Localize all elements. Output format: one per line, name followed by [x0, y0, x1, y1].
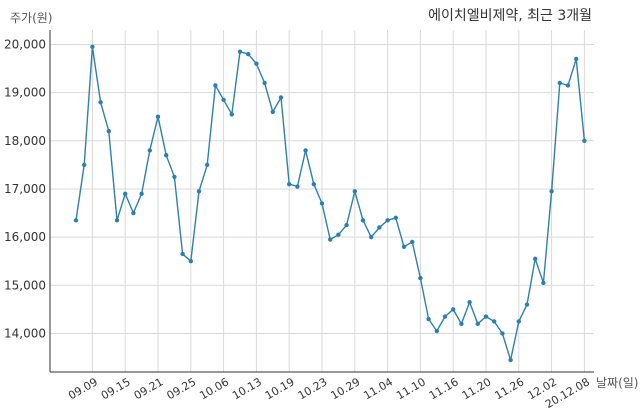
grid-layer: [50, 30, 594, 372]
data-point: [549, 189, 554, 194]
y-tick-label: 18,000: [4, 134, 46, 148]
data-point: [221, 97, 226, 103]
x-tick-label: 11.20: [460, 375, 494, 402]
data-point: [319, 201, 325, 206]
data-point: [582, 138, 587, 143]
data-point: [483, 314, 489, 319]
x-tick-label: 11.16: [427, 375, 461, 402]
x-axis-title: 날짜(일): [596, 376, 638, 390]
data-point: [73, 218, 79, 223]
x-tick-label: 10.29: [329, 375, 363, 402]
y-tick-label: 19,000: [4, 86, 46, 100]
data-point: [90, 44, 95, 50]
data-point: [278, 95, 284, 100]
data-point: [459, 321, 464, 327]
data-point: [155, 114, 161, 119]
data-point: [516, 319, 521, 324]
y-tick-label: 16,000: [4, 230, 46, 244]
data-point: [303, 148, 308, 153]
data-point: [229, 112, 234, 117]
y-tick-label: 17,000: [4, 182, 46, 196]
data-point: [139, 191, 144, 196]
y-tick-labels: 14,000 15,000 16,000 17,000 18,000 19,000 20,0…: [4, 37, 46, 340]
data-point: [295, 184, 300, 189]
data-point: [147, 148, 152, 153]
data-point: [426, 316, 431, 322]
y-tick-label: 14,000: [4, 326, 46, 340]
x-tick-label: 11.26: [493, 375, 527, 402]
data-point: [123, 191, 128, 196]
data-point: [262, 80, 267, 86]
data-point: [270, 109, 275, 115]
data-point: [188, 259, 193, 264]
data-point: [237, 49, 243, 54]
data-point: [328, 237, 333, 242]
data-point: [475, 321, 480, 327]
data-point: [377, 225, 382, 230]
x-tick-label: 10.23: [296, 375, 330, 402]
y-tick-label: 15,000: [4, 278, 46, 292]
data-point: [114, 218, 120, 223]
price-points: [73, 44, 587, 363]
data-point: [98, 100, 103, 105]
data-point: [254, 61, 259, 66]
data-point: [565, 83, 571, 88]
data-point: [385, 218, 390, 223]
x-tick-label: 11.10: [394, 375, 428, 402]
y-axis-title: 주가(원): [10, 11, 52, 25]
y-tick-label: 20,000: [4, 37, 46, 51]
data-point: [246, 51, 251, 57]
data-point: [533, 256, 538, 262]
data-point: [500, 331, 505, 336]
price-series: [75, 46, 586, 363]
x-tick-label: 10.19: [263, 375, 297, 402]
axes-layer: [49, 30, 594, 373]
data-point: [360, 218, 366, 223]
data-point: [541, 280, 546, 286]
data-point: [524, 302, 530, 307]
x-tick-label: 09.21: [132, 375, 166, 402]
data-point: [508, 357, 513, 363]
data-point: [467, 299, 472, 305]
x-tick-label: 09.15: [99, 375, 133, 402]
data-point: [213, 83, 218, 88]
data-point: [311, 181, 316, 187]
data-point: [492, 319, 497, 324]
data-point: [164, 153, 169, 158]
data-point: [205, 162, 210, 168]
x-tick-label: 10.13: [230, 375, 264, 402]
x-tick-label: 10.06: [197, 375, 231, 402]
data-point: [106, 128, 112, 134]
data-point: [401, 244, 407, 249]
data-point: [287, 181, 292, 187]
data-point: [574, 56, 579, 62]
price-line: [75, 46, 586, 363]
data-point: [393, 215, 398, 221]
data-point: [557, 80, 562, 86]
data-point: [172, 174, 177, 180]
data-point: [131, 210, 136, 216]
x-tick-label: 09.09: [66, 375, 100, 402]
data-point: [352, 189, 357, 194]
data-point: [336, 232, 341, 237]
chart-title: 에이치엘비제약, 최근 3개월: [428, 8, 592, 24]
x-tick-labels: 09.09 09.15 09.21 09.25 10.06 10.13 10.19 10.23…: [66, 375, 592, 411]
x-tick-label: 11.04: [361, 375, 395, 402]
data-point: [180, 251, 185, 257]
data-point: [451, 307, 456, 312]
x-tick-label: 09.25: [165, 375, 199, 402]
data-point: [434, 328, 439, 334]
data-point: [344, 222, 349, 228]
data-point: [82, 162, 87, 168]
data-point: [369, 234, 374, 240]
data-point: [410, 239, 415, 245]
data-point: [196, 189, 202, 194]
data-point: [442, 314, 448, 319]
data-point: [418, 275, 423, 281]
